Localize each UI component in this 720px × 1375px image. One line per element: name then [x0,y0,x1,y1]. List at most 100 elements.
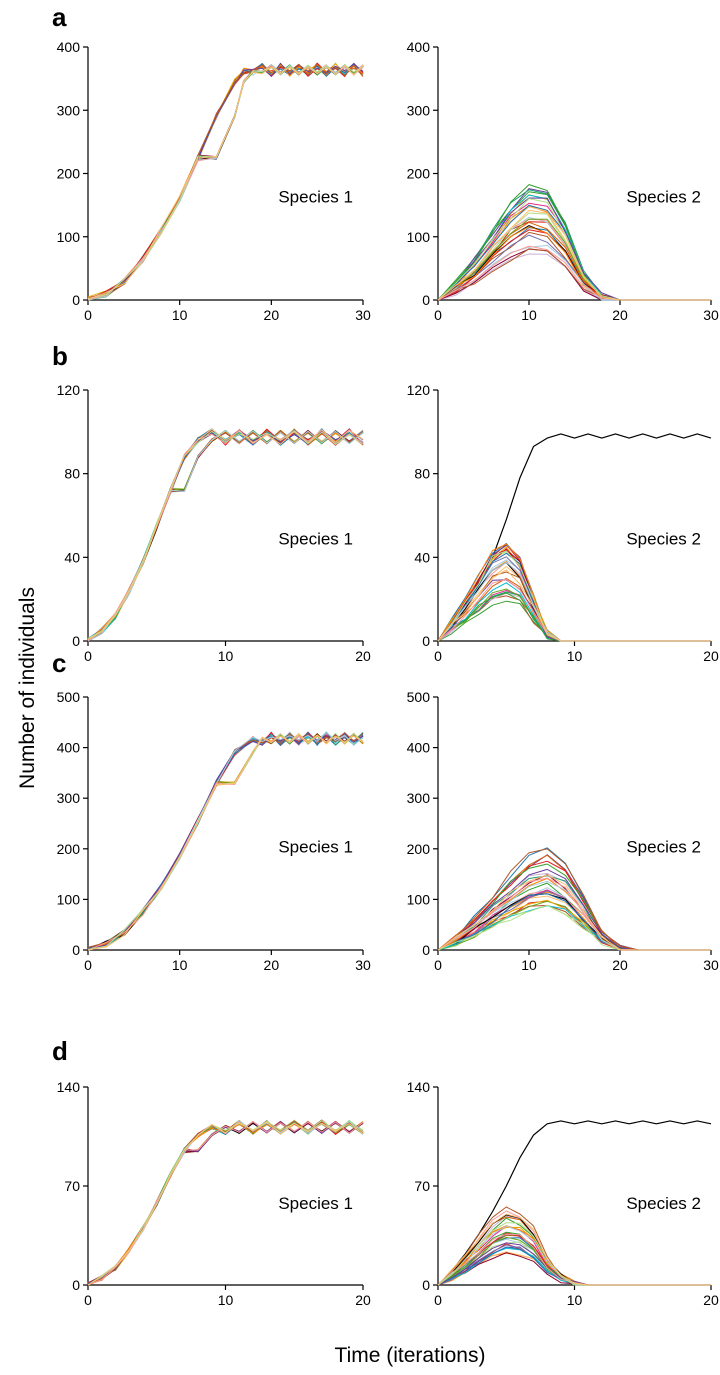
series-line-replicate [437,868,711,951]
series-line-replicate [437,1216,711,1286]
y-tick-label: 200 [407,166,431,182]
series-line-replicate [437,198,711,301]
species-label: Species 1 [278,1194,353,1213]
series-line-replicate [437,1206,711,1286]
panel-letter: d [52,1036,68,1066]
y-tick-label: 140 [57,1079,81,1095]
series-line-replicate [437,854,711,951]
series-line-replicate [437,1222,711,1286]
y-tick-label: 0 [422,942,430,958]
x-tick-label: 20 [264,957,280,973]
y-tick-label: 300 [407,790,431,806]
y-tick-label: 100 [57,891,81,907]
x-tick-label: 10 [218,1292,234,1308]
series-line-replicate [437,209,711,301]
x-tick-label: 20 [612,307,628,323]
y-tick-label: 120 [407,382,431,398]
species-label: Species 2 [626,838,701,857]
y-tick-label: 0 [72,942,80,958]
x-axis-title: Time (iterations) [335,1344,486,1367]
series-line-replicate [437,874,711,951]
y-tick-label: 70 [64,1178,80,1194]
x-tick-label: 0 [84,648,92,664]
y-tick-label: 500 [407,689,431,705]
y-tick-label: 300 [407,102,431,118]
series-line-replicate [437,590,711,642]
chart-b-species-2: 0 40 80 120 0 10 20 Species 2 [407,382,719,664]
y-tick-label: 400 [57,740,81,756]
series-line-replicate [437,1242,711,1286]
series-line-replicate [437,1232,711,1286]
chart-d-species-2: 0 70 140 0 10 20 Species 2 [407,1079,719,1308]
x-tick-label: 10 [567,648,583,664]
series-line-replicate [437,1233,711,1286]
series-line-replicate [87,64,364,300]
series-line-replicate [437,877,711,951]
x-tick-label: 20 [355,648,371,664]
y-tick-label: 140 [407,1079,431,1095]
species-label: Species 2 [626,188,701,207]
series-line-replicate [437,582,711,642]
panel-letter: c [52,648,66,678]
panel-letter: a [52,2,67,32]
series-line-replicate [437,1210,711,1286]
y-tick-label: 80 [64,466,80,482]
series-line-replicate [87,64,364,299]
series-line-replicate [437,877,711,951]
series-line-replicate [87,733,364,951]
x-tick-label: 10 [172,307,188,323]
x-tick-label: 20 [612,957,628,973]
x-tick-label: 0 [84,1292,92,1308]
y-tick-label: 200 [57,841,81,857]
y-tick-label: 0 [72,1277,80,1293]
x-tick-label: 0 [84,307,92,323]
series-line-replicate [87,1121,364,1286]
series-line-replicate [87,430,364,639]
y-tick-label: 500 [57,689,81,705]
chart-a-species-1: a 0 100 200 300 400 0 10 20 30 Species 1 [52,2,371,323]
y-tick-label: 100 [407,229,431,245]
chart-b-species-1: b 0 40 80 120 0 10 20 Species 1 [52,341,371,664]
x-tick-label: 0 [434,957,442,973]
chart-a-species-2: 0 100 200 300 400 0 10 20 30 Species 2 [407,39,719,323]
x-tick-label: 10 [521,307,537,323]
y-tick-label: 80 [414,466,430,482]
x-tick-label: 20 [703,1292,719,1308]
y-tick-label: 70 [414,1178,430,1194]
series-line-replicate [437,559,711,642]
x-tick-label: 30 [355,307,371,323]
y-tick-label: 0 [422,1277,430,1293]
x-tick-label: 30 [703,957,719,973]
panel-letter: b [52,341,68,371]
y-tick-label: 300 [57,102,81,118]
y-tick-label: 0 [422,292,430,308]
series-line-replicate [437,1238,711,1286]
series-line-replicate [437,1213,711,1286]
series-line-replicate [437,854,711,951]
series-line-replicate [437,848,711,951]
y-tick-label: 120 [57,382,81,398]
species-label: Species 1 [278,838,353,857]
x-tick-label: 30 [703,307,719,323]
x-tick-label: 10 [521,957,537,973]
series-line-replicate [437,592,711,642]
x-tick-label: 30 [355,957,371,973]
x-tick-label: 20 [264,307,280,323]
x-tick-label: 0 [84,957,92,973]
species-label: Species 1 [278,529,353,548]
y-tick-label: 40 [64,549,80,565]
series-line-replicate [437,543,711,642]
series-line-persistent [437,1120,712,1286]
series-line-replicate [437,1244,711,1286]
x-tick-label: 0 [434,1292,442,1308]
x-tick-label: 10 [172,957,188,973]
y-tick-label: 100 [57,229,81,245]
x-tick-label: 20 [703,648,719,664]
x-tick-label: 0 [434,307,442,323]
series-line-replicate [437,552,711,642]
x-tick-label: 10 [567,1292,583,1308]
x-tick-label: 0 [434,648,442,664]
series-line-replicate [87,428,364,641]
